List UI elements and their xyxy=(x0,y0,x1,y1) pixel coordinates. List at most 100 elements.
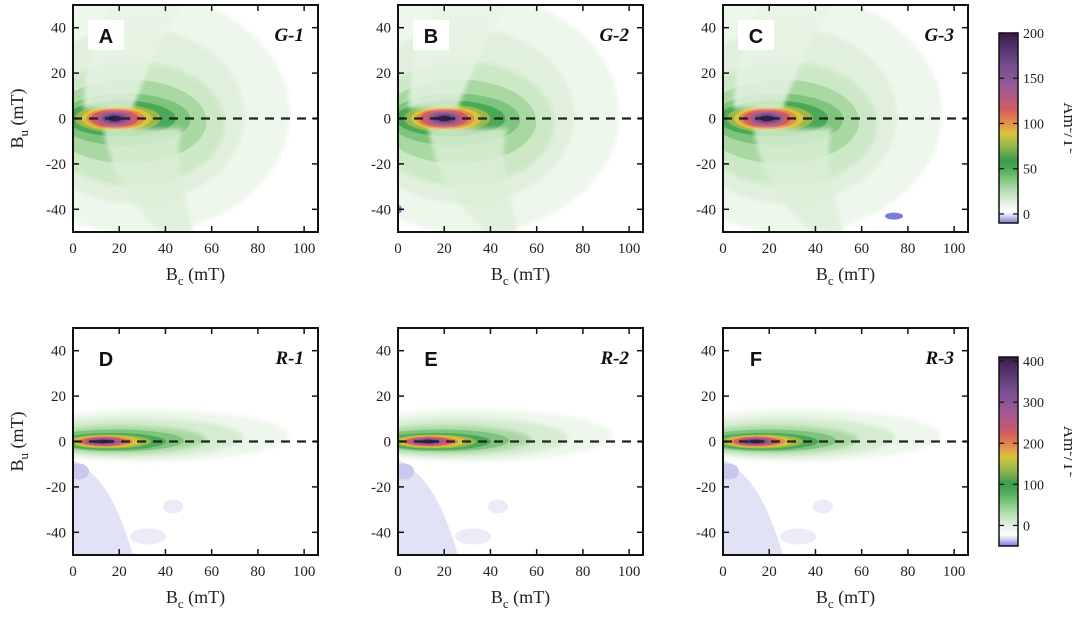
panel-letter-badge xyxy=(738,20,774,50)
contour-level-12 xyxy=(759,115,774,122)
y-tick-label: -20 xyxy=(371,157,391,173)
colorbar-tick-label: 100 xyxy=(1023,478,1044,493)
colorbar-tick-label: 100 xyxy=(1023,117,1044,132)
x-tick-label: 60 xyxy=(529,241,544,257)
sample-name: R-3 xyxy=(925,348,955,369)
y-tick-label: 20 xyxy=(51,66,66,82)
x-tick-label: 100 xyxy=(293,241,316,257)
y-tick-label: -40 xyxy=(371,202,391,218)
forc-panel-a: 0 20 40 60 80 100 40 20 0 -20 -40 A G-1 Bc (mT) Bu (mT… xyxy=(7,4,319,288)
forc-panel-f: 0 20 40 60 80 100 40 20 0 -20 -40 F R-3 Bc (mT) xyxy=(696,327,969,611)
x-tick-label: 80 xyxy=(575,564,590,580)
y-tick-label: -20 xyxy=(46,480,66,496)
x-tick-label: 20 xyxy=(437,564,452,580)
y-tick-label: 40 xyxy=(376,344,391,360)
contour-level-12 xyxy=(107,115,122,122)
x-tick-label: 80 xyxy=(250,564,265,580)
x-axis-label: Bc (mT) xyxy=(166,264,225,288)
x-tick-label: 40 xyxy=(158,241,173,257)
y-tick-label: -40 xyxy=(46,525,66,541)
colorbar-bottom: 400 300 200 100 0 Am2/T2 xyxy=(998,355,1072,547)
x-tick-label: 20 xyxy=(112,564,127,580)
forc-panel-b: 0 20 40 60 80 100 40 20 0 -20 -40 B G-2 Bc (mT) xyxy=(371,4,644,288)
colorbar-tick-label: 200 xyxy=(1023,27,1044,42)
panel-letter-badge xyxy=(413,343,449,373)
x-tick-label: 100 xyxy=(293,564,316,580)
y-tick-label: -40 xyxy=(371,525,391,541)
panel-letter: A xyxy=(99,26,113,48)
colorbar-unit-label: Am2/T2 xyxy=(1060,426,1072,478)
x-axis-label: Bc (mT) xyxy=(816,264,875,288)
y-tick-label: 40 xyxy=(51,344,66,360)
y-tick-label: -20 xyxy=(46,157,66,173)
y-tick-label: -20 xyxy=(696,480,716,496)
x-tick-label: 40 xyxy=(158,564,173,580)
sample-name: R-1 xyxy=(275,348,305,369)
x-tick-label: 60 xyxy=(854,564,869,580)
x-tick-label: 60 xyxy=(854,241,869,257)
sample-name: R-2 xyxy=(600,348,630,369)
y-tick-label: -20 xyxy=(696,157,716,173)
panel-letter-badge xyxy=(88,343,124,373)
y-tick-label: 0 xyxy=(384,435,392,451)
x-tick-label: 0 xyxy=(69,564,77,580)
y-tick-label: 20 xyxy=(376,66,391,82)
panel-letter-badge xyxy=(413,20,449,50)
x-tick-label: 80 xyxy=(900,241,915,257)
colorbar-tick-label: 150 xyxy=(1023,72,1044,87)
x-tick-label: 60 xyxy=(204,241,219,257)
x-axis-label: Bc (mT) xyxy=(491,264,550,288)
x-tick-label: 0 xyxy=(719,241,727,257)
x-tick-label: 80 xyxy=(575,241,590,257)
colorbar-tick-label: 50 xyxy=(1023,163,1037,178)
forc-panel-d: 0 20 40 60 80 100 40 20 0 -20 -40 D R-1 Bc (mT) Bu (mT… xyxy=(7,327,319,611)
y-tick-label: 0 xyxy=(709,435,717,451)
x-tick-label: 100 xyxy=(943,241,966,257)
negative-region xyxy=(723,459,783,555)
y-tick-label: 20 xyxy=(376,389,391,405)
x-tick-label: 80 xyxy=(250,241,265,257)
x-tick-label: 100 xyxy=(618,564,641,580)
x-axis-label: Bc (mT) xyxy=(491,587,550,611)
x-tick-label: 20 xyxy=(762,241,777,257)
x-tick-label: 40 xyxy=(808,241,823,257)
contour-level-12 xyxy=(437,115,452,122)
y-tick-label: 0 xyxy=(709,112,717,128)
colorbar-gradient xyxy=(998,32,1019,224)
y-tick-label: 20 xyxy=(701,66,716,82)
y-tick-label: 20 xyxy=(51,389,66,405)
x-tick-label: 40 xyxy=(808,564,823,580)
x-tick-label: 20 xyxy=(437,241,452,257)
x-tick-label: 100 xyxy=(618,241,641,257)
panel-letter-badge xyxy=(738,343,774,373)
y-tick-label: 0 xyxy=(59,435,67,451)
negative-region xyxy=(73,459,133,555)
x-axis-label: Bc (mT) xyxy=(166,587,225,611)
panel-letter: D xyxy=(99,349,113,371)
x-tick-label: 60 xyxy=(529,564,544,580)
colorbar-tick-label: 0 xyxy=(1023,208,1030,223)
x-axis-label: Bc (mT) xyxy=(816,587,875,611)
colorbar-tick-label: 0 xyxy=(1023,519,1030,534)
colorbar-top: 200 150 100 50 0 Am2/T2 xyxy=(998,27,1072,224)
y-tick-label: -40 xyxy=(46,202,66,218)
x-tick-label: 0 xyxy=(394,564,402,580)
x-tick-label: 80 xyxy=(900,564,915,580)
x-tick-label: 100 xyxy=(943,564,966,580)
negative-blob xyxy=(885,212,904,220)
y-tick-label: 0 xyxy=(384,112,392,128)
y-tick-label: 40 xyxy=(701,21,716,37)
y-tick-label: -40 xyxy=(696,525,716,541)
y-tick-label: 40 xyxy=(376,21,391,37)
panel-letter: F xyxy=(750,349,762,371)
sample-name: G-1 xyxy=(274,25,304,46)
x-tick-label: 60 xyxy=(204,564,219,580)
colorbar-unit-label: Am2/T2 xyxy=(1060,102,1072,154)
sample-name: G-3 xyxy=(924,25,954,46)
y-tick-label: 20 xyxy=(701,389,716,405)
x-tick-label: 20 xyxy=(762,564,777,580)
panel-letter: E xyxy=(424,349,437,371)
x-tick-label: 0 xyxy=(69,241,77,257)
negative-region xyxy=(398,459,458,555)
